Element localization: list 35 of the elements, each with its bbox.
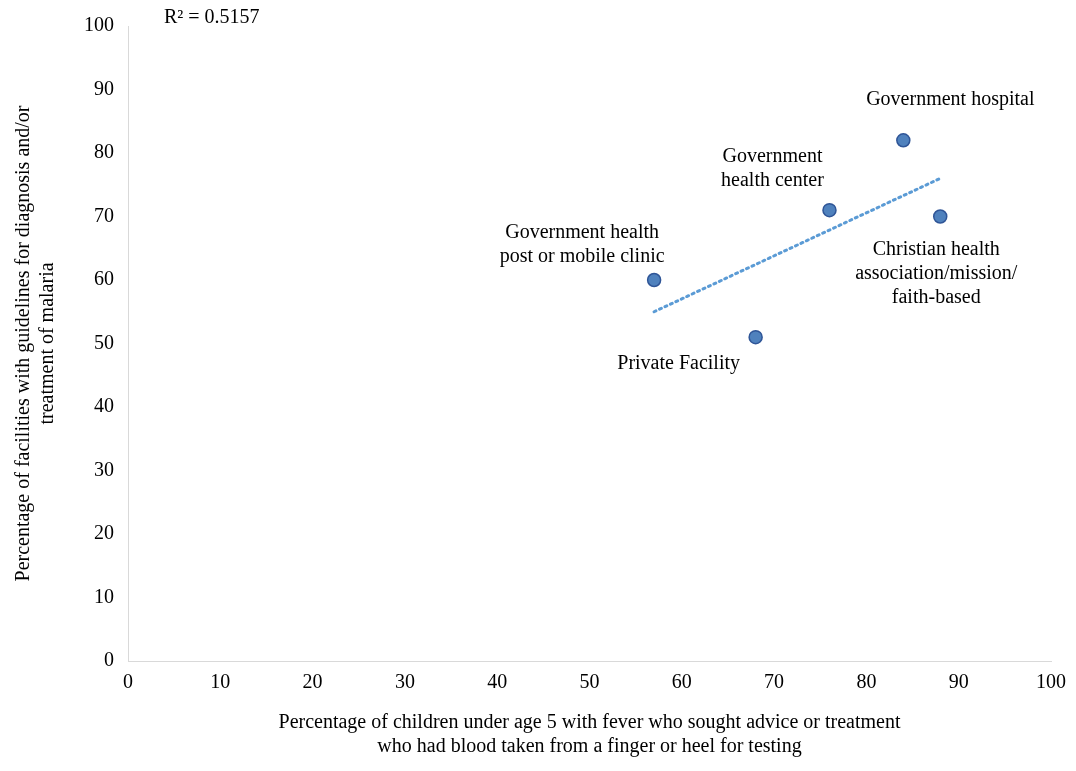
y-tick-label: 10: [94, 584, 114, 607]
annotation: Private Facility: [617, 351, 741, 375]
x-tick-label: 10: [210, 670, 231, 693]
y-tick-label: 100: [84, 13, 114, 36]
annotation: Christian health association/mission/ faith-based: [855, 236, 1018, 307]
x-tick-label: 70: [764, 670, 785, 693]
y-tick-label: 40: [94, 394, 114, 417]
x-tick-label: 0: [123, 670, 133, 693]
y-tick-label: 60: [94, 267, 114, 290]
x-tick-label: 80: [856, 670, 877, 693]
x-tick-label: 90: [948, 670, 969, 693]
point: [932, 209, 948, 224]
y-axis-title: Percentage of facilities with guidelines for diagnosis and/or treatment of malaria: [11, 105, 58, 582]
y-tick-label: 20: [94, 521, 114, 544]
y-tick-label: 30: [94, 457, 114, 480]
y-tick-label: 70: [94, 203, 114, 226]
y-tick-label: 90: [94, 76, 114, 99]
x-axis-title: Percentage of children under age 5 with fever who sought advice or treatment who had blood taken from a finger or heel for testing: [278, 710, 901, 758]
x-tick-label: 100: [1036, 670, 1066, 693]
x-tick-label: 50: [579, 670, 600, 693]
point: [748, 329, 763, 345]
y-tick-label: 0: [104, 648, 114, 671]
point: [822, 202, 837, 218]
annotation: Government health post or mobile clinic: [499, 220, 665, 268]
x-tick-label: 30: [394, 670, 415, 693]
x-tick-label: 60: [671, 670, 692, 693]
annotation: Government health center: [721, 144, 825, 191]
y-tick-label: 50: [94, 330, 114, 353]
y-tick-label: 80: [94, 140, 114, 163]
x-tick-label: 20: [302, 670, 323, 693]
point: [646, 272, 662, 288]
annotation: R² = 0.5157: [164, 5, 260, 28]
point: [896, 133, 911, 148]
annotation: Government hospital: [866, 86, 1035, 110]
x-tick-label: 40: [487, 670, 508, 693]
